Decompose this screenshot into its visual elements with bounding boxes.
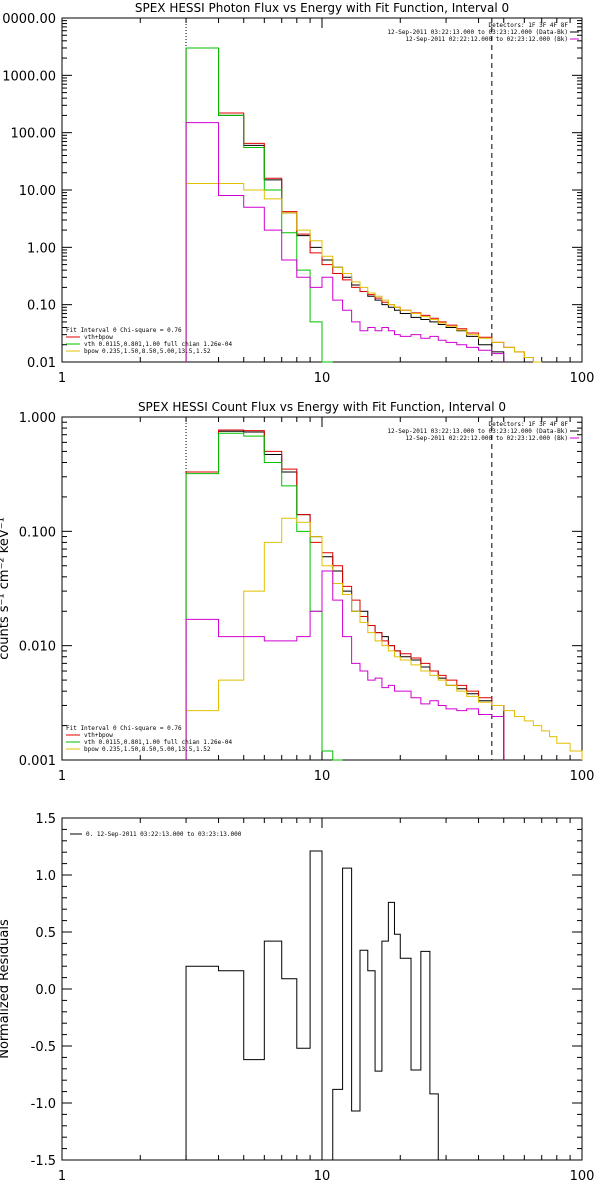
x-tick-label: 1 — [58, 769, 66, 784]
y-axis-label: Normalized Residuals — [0, 919, 12, 1059]
x-tick-label: 1 — [58, 371, 66, 386]
series-vth-2 — [185, 47, 333, 363]
legend-top-right-line: Detectors: 1F 3F 4F 8F — [489, 421, 569, 428]
x-tick-label: 100 — [570, 769, 595, 784]
x-tick-label: 1 — [58, 1169, 66, 1184]
legend-bottom-left-line: vth 0.0115,0.801,1.00 full chian 1.26e-0… — [84, 739, 232, 746]
series-background-4 — [185, 122, 505, 362]
y-tick-label: 1.5 — [35, 812, 56, 827]
legend-bottom-left-line: bpow 0.235,1.50,8.50,5.00,13.5,1.52 — [84, 746, 211, 753]
chart-panel-0: SPEX HESSI Photon Flux vs Energy with Fi… — [2, 1, 594, 386]
chart-title: SPEX HESSI Count Flux vs Energy with Fit… — [138, 400, 506, 414]
legend-bottom-left-line: vth+bpow — [84, 732, 113, 739]
legend-top-right-line: 12-Sep-2011 02:22:12.000 to 02:23:12.000… — [405, 435, 568, 442]
chart-title: SPEX HESSI Photon Flux vs Energy with Fi… — [135, 1, 509, 15]
x-tick-label: 100 — [570, 371, 595, 386]
y-tick-label: 10.00 — [19, 184, 56, 199]
y-tick-label: -1.0 — [31, 1097, 56, 1112]
x-tick-label: 10 — [314, 1169, 331, 1184]
y-tick-label: 0.010 — [19, 640, 56, 655]
series-fit_total-1 — [185, 429, 505, 760]
series-data-0 — [185, 850, 492, 1161]
y-tick-label: -0.5 — [31, 1040, 56, 1055]
series-vth-2 — [185, 432, 343, 761]
chart-panel-2: 1 10 100 -1.5 -1.0 -0.5 0.0 0.5 1.0 1.5 Normalized… — [0, 812, 594, 1184]
y-tick-label: -1.5 — [31, 1154, 56, 1169]
x-tick-label: 10 — [314, 769, 331, 784]
series-background-4 — [185, 570, 505, 760]
y-tick-label: 1.000 — [19, 411, 56, 426]
y-tick-label: 0.01 — [27, 356, 56, 371]
y-tick-label: 0.001 — [19, 754, 56, 769]
chart-panel-1: SPEX HESSI Count Flux vs Energy with Fit… — [0, 400, 594, 784]
y-tick-label: 1.00 — [27, 241, 56, 256]
y-tick-label: 100.00 — [11, 127, 57, 142]
y-tick-label: 0.10 — [27, 299, 56, 314]
x-tick-label: 100 — [570, 1169, 595, 1184]
y-tick-label: 0.100 — [19, 525, 56, 540]
series-data-0 — [185, 47, 542, 363]
legend-top-right-line: Detectors: 1F 3F 4F 8F — [489, 22, 569, 29]
series-bpow-3 — [185, 182, 542, 363]
legend-line: 0. 12-Sep-2011 03:22:13.000 to 03:23:13.… — [86, 831, 242, 838]
x-tick-label: 10 — [314, 371, 331, 386]
y-tick-label: 0.5 — [35, 926, 56, 941]
legend-top-right-line: 12-Sep-2011 02:22:12.000 to 02:23:12.000… — [405, 36, 568, 43]
legend-bottom-left-line: bpow 0.235,1.50,8.50,5.00,13.5,1.52 — [84, 348, 211, 355]
y-tick-label: 0.0 — [35, 983, 56, 998]
legend-top-right-line: 12-Sep-2011 03:22:13.000 to 03:23:12.000… — [387, 29, 568, 36]
series-bpow-3 — [185, 517, 583, 760]
y-axis-label: counts s⁻¹ cm⁻² keV⁻¹ — [0, 517, 12, 660]
legend-bottom-left-line: Fit Interval 0 Chi-square = 0.76 — [66, 725, 182, 732]
series-data-0 — [185, 430, 505, 760]
legend-bottom-left-line: Fit Interval 0 Chi-square = 0.76 — [66, 327, 182, 334]
plot-frame — [61, 17, 583, 363]
series-fit_total-1 — [185, 47, 542, 363]
y-tick-label: 0000.00 — [2, 12, 56, 27]
y-tick-label: 1000.00 — [2, 69, 56, 84]
legend-bottom-left-line: vth 0.0115,0.801,1.00 full chian 1.26e-0… — [84, 341, 232, 348]
legend-bottom-left-line: vth+bpow — [84, 334, 113, 341]
legend-top-right-line: 12-Sep-2011 03:22:13.000 to 03:23:12.000… — [387, 428, 568, 435]
y-tick-label: 1.0 — [35, 869, 56, 884]
